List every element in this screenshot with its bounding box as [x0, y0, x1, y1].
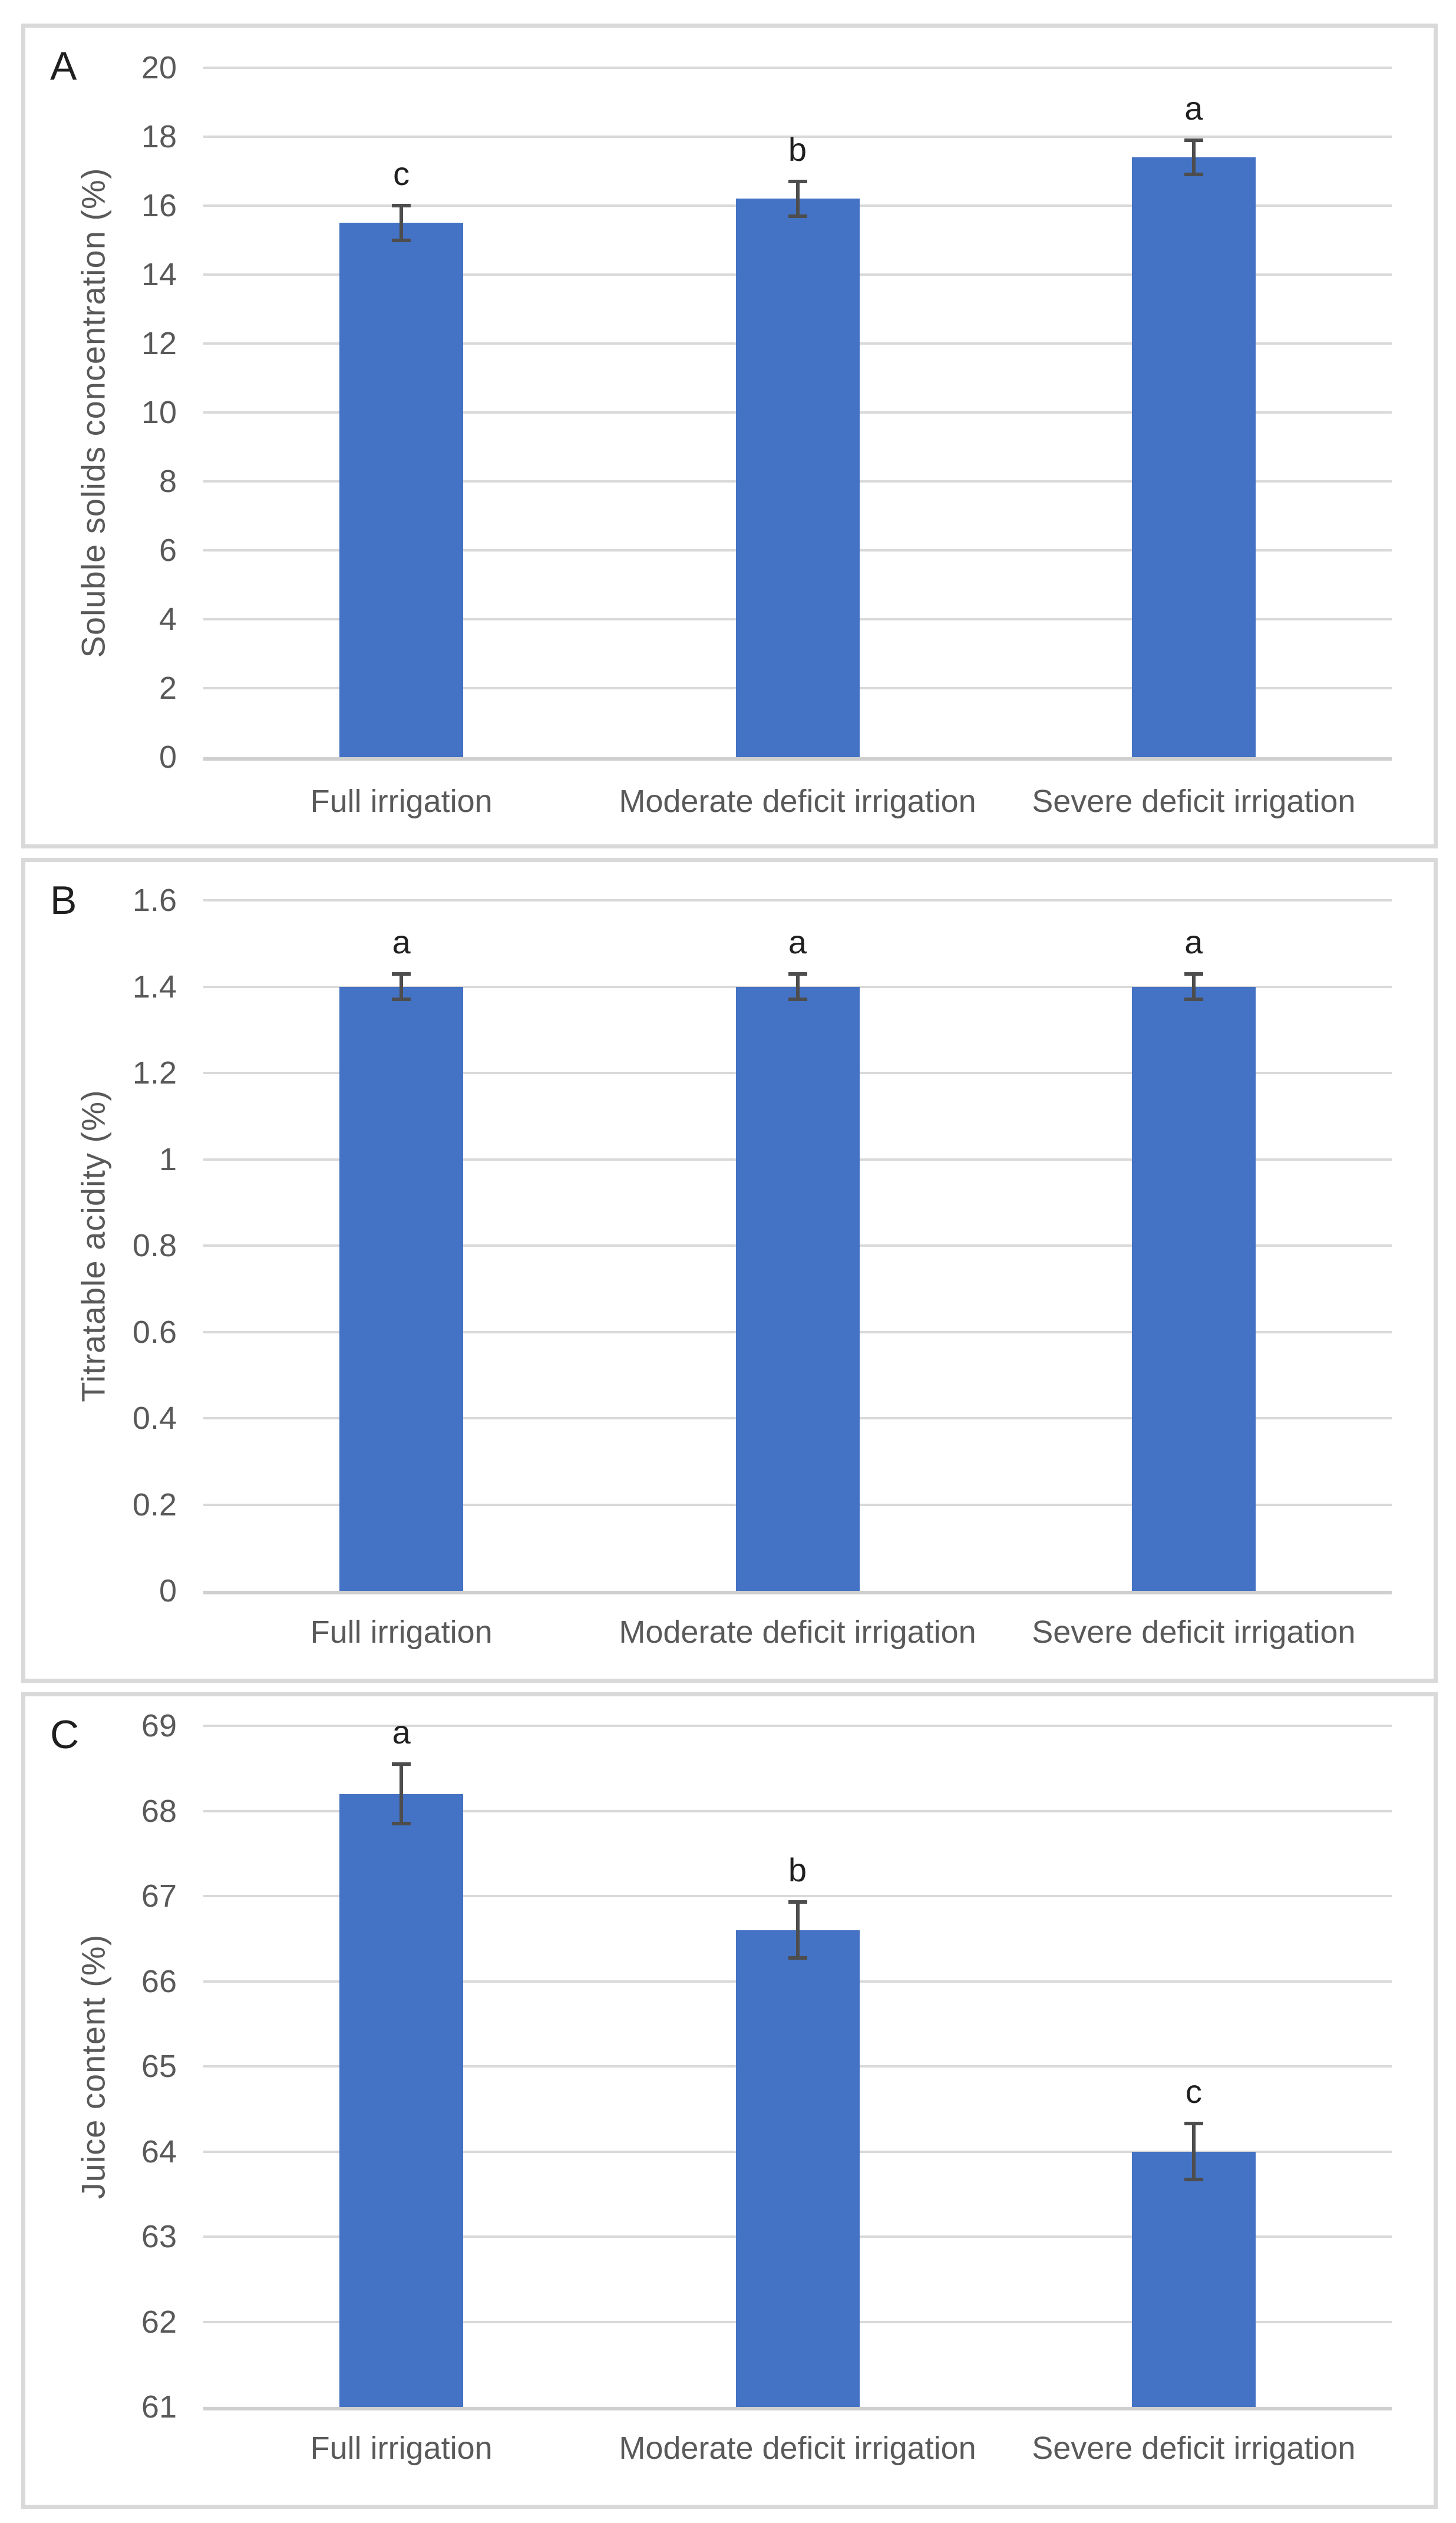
y-tick-label: 0 — [159, 739, 177, 775]
y-tick-label: 1.4 — [132, 969, 177, 1005]
x-axis-line — [203, 757, 1392, 761]
y-tick-label: 66 — [141, 1963, 177, 1999]
x-label-full-irrigation: Full irrigation — [310, 2430, 493, 2466]
x-label-full-irrigation: Full irrigation — [310, 784, 493, 819]
y-tick-label: 68 — [141, 1793, 177, 1829]
error-bar-line — [1191, 140, 1196, 175]
y-tick-label: 18 — [141, 119, 177, 154]
y-tick-label: 61 — [141, 2389, 177, 2425]
gridline — [203, 899, 1392, 901]
y-tick-label: 62 — [141, 2304, 177, 2340]
y-tick-label: 1 — [159, 1141, 177, 1177]
bar-severe-deficit-irrigation — [1131, 2151, 1256, 2407]
sig-letter: a — [392, 923, 411, 960]
x-label-full-irrigation: Full irrigation — [310, 1614, 493, 1650]
y-tick-label: 0.6 — [132, 1314, 177, 1350]
error-bar-cap-bottom — [1184, 173, 1203, 177]
error-bar-cap-top — [788, 1900, 807, 1904]
bar-moderate-deficit-irrigation — [735, 199, 860, 757]
panel-b: B Titratable acidity (%) 1.6 1.4 1.2 1 0.8 0.… — [21, 858, 1438, 1683]
error-bar-cap-bottom — [788, 214, 807, 218]
sig-letter: a — [1184, 923, 1203, 960]
x-label-severe-deficit-irrigation: Severe deficit irrigation — [1032, 2430, 1356, 2466]
sig-letter: c — [1185, 2072, 1202, 2110]
y-tick-label: 2 — [159, 671, 177, 706]
bar-full-irrigation — [339, 1794, 464, 2407]
error-bar-cap-top — [1184, 972, 1203, 976]
sig-letter: c — [393, 155, 410, 192]
error-bar-cap-top — [392, 972, 411, 976]
error-bar-cap-bottom — [392, 1822, 411, 1826]
y-tick-label: 20 — [141, 50, 177, 85]
gridline — [203, 1809, 1392, 1812]
error-bar-line — [400, 973, 404, 1000]
y-tick-label: 65 — [141, 2049, 177, 2084]
error-bar-cap-bottom — [1184, 2178, 1203, 2182]
gridline — [203, 67, 1392, 69]
bar-full-irrigation — [339, 223, 464, 757]
y-tick-label: 12 — [141, 326, 177, 361]
panel-a: A Soluble solids concentration (%) 20 18 1… — [21, 24, 1438, 848]
sig-letter: b — [788, 131, 807, 169]
error-bar-cap-bottom — [788, 998, 807, 1002]
error-bar-cap-top — [1184, 2121, 1203, 2125]
panel-letter-b: B — [50, 878, 77, 923]
x-label-severe-deficit-irrigation: Severe deficit irrigation — [1032, 784, 1356, 819]
y-tick-label: 0 — [159, 1573, 177, 1609]
y-tick-label: 0.4 — [132, 1401, 177, 1436]
y-tick-label: 69 — [141, 1708, 177, 1743]
gridline — [203, 1895, 1392, 1897]
panel-letter-a: A — [50, 44, 77, 88]
error-bar-cap-top — [1184, 138, 1203, 142]
error-bar-line — [795, 973, 800, 1000]
bar-moderate-deficit-irrigation — [735, 986, 860, 1591]
error-bar-line — [400, 1764, 404, 1824]
error-bar-cap-top — [392, 204, 411, 207]
y-tick-label: 8 — [159, 464, 177, 499]
error-bar-cap-bottom — [392, 998, 411, 1002]
error-bar-line — [795, 1902, 800, 1959]
error-bar-line — [400, 206, 404, 240]
bar-full-irrigation — [339, 986, 464, 1591]
y-tick-label: 10 — [141, 395, 177, 430]
gridline — [203, 136, 1392, 138]
x-axis-line — [203, 2407, 1392, 2410]
y-tick-label: 0.8 — [132, 1228, 177, 1263]
y-tick-label: 6 — [159, 533, 177, 568]
bar-severe-deficit-irrigation — [1131, 986, 1256, 1591]
gridline — [203, 1725, 1392, 1727]
y-tick-label: 64 — [141, 2134, 177, 2169]
y-tick-label: 16 — [141, 188, 177, 223]
error-bar-cap-top — [788, 972, 807, 976]
error-bar-line — [1191, 973, 1196, 1000]
error-bar-cap-bottom — [392, 238, 411, 242]
sig-letter: a — [1184, 89, 1203, 127]
sig-letter: b — [788, 1851, 807, 1889]
x-label-moderate-deficit-irrigation: Moderate deficit irrigation — [619, 1614, 976, 1650]
y-tick-label: 1.6 — [132, 883, 177, 918]
x-label-moderate-deficit-irrigation: Moderate deficit irrigation — [619, 2430, 976, 2466]
error-bar-cap-bottom — [788, 1956, 807, 1960]
sig-letter: a — [392, 1713, 411, 1751]
y-tick-label: 0.2 — [132, 1487, 177, 1523]
error-bar-line — [1191, 2123, 1196, 2180]
error-bar-cap-bottom — [1184, 998, 1203, 1002]
error-bar-line — [795, 181, 800, 216]
y-tick-label: 1.2 — [132, 1055, 177, 1091]
x-label-severe-deficit-irrigation: Severe deficit irrigation — [1032, 1614, 1356, 1650]
error-bar-cap-top — [392, 1762, 411, 1766]
error-bar-cap-top — [788, 180, 807, 184]
y-tick-label: 14 — [141, 257, 177, 292]
bar-moderate-deficit-irrigation — [735, 1930, 860, 2407]
y-tick-label: 67 — [141, 1878, 177, 1914]
y-tick-label: 4 — [159, 602, 177, 637]
y-tick-label: 63 — [141, 2219, 177, 2254]
x-axis-line — [203, 1591, 1392, 1594]
panel-c: C Juice content (%) 69 68 67 66 65 64 63 62 61 a F… — [21, 1692, 1438, 2509]
sig-letter: a — [788, 923, 807, 960]
panel-letter-c: C — [50, 1712, 80, 1757]
x-label-moderate-deficit-irrigation: Moderate deficit irrigation — [619, 784, 976, 819]
bar-severe-deficit-irrigation — [1131, 157, 1256, 757]
